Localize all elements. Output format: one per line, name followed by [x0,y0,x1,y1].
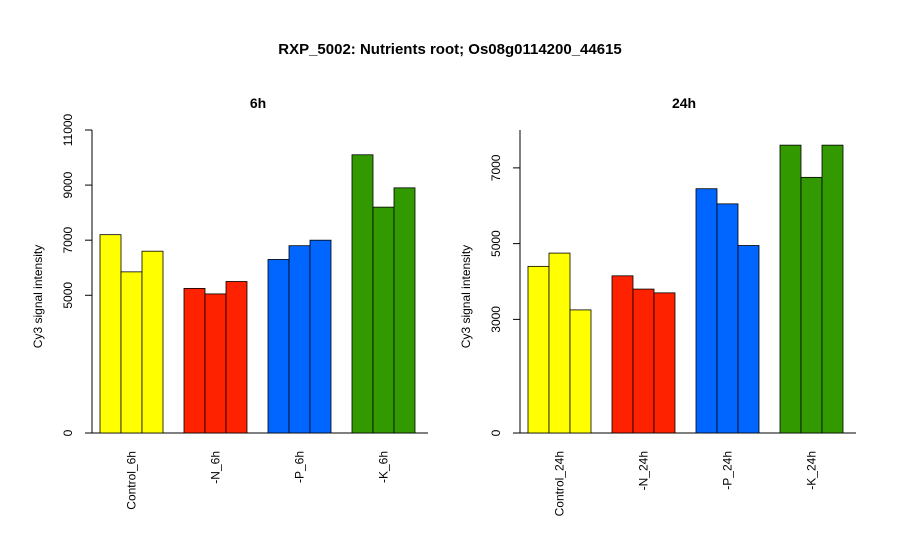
x-tick-label: -P_6h [293,451,307,483]
bar [372,206,395,434]
x-tick-label: -P_24h [721,451,735,490]
bar [695,188,718,434]
bar [288,245,311,434]
x-tick-label: Control_6h [125,451,139,510]
y-tick-label: 5000 [489,230,503,257]
bar [737,245,760,434]
bar [204,293,227,434]
bar [779,144,802,434]
y-tick-label: 3000 [489,306,503,333]
chart-panel-6h: 6h 0 5000 7000 9000 11000 Cy3 signal intensity… [31,95,428,510]
y-tick-label: 0 [489,429,503,436]
bar [267,259,290,434]
panel-title: 24h [672,95,696,111]
x-tick-label: -K_6h [377,451,391,483]
x-tick-label: -N_24h [637,451,651,490]
bar [653,292,676,434]
bar [393,187,416,434]
y-tick-label: 11000 [61,113,75,146]
bar [120,271,143,434]
y-tick-label: 7000 [489,154,503,181]
x-tick-label: -N_6h [209,451,223,484]
bar [225,281,248,434]
y-tick-label: 0 [61,429,75,436]
y-axis-label: Cy3 signal intensity [459,245,473,348]
bar [716,203,739,434]
bar [99,234,122,434]
bar [632,288,655,434]
bar [821,144,844,434]
bar [611,275,634,434]
chart-panel-24h: 24h 0 3000 5000 7000 Cy3 signal intensity Cont… [459,95,856,516]
bar [141,250,164,434]
figure-title: RXP_5002: Nutrients root; Os08g0114200_4… [278,41,622,58]
x-tick-label: -K_24h [805,451,819,490]
y-axis-label: Cy3 signal intensity [31,245,45,348]
bar [569,309,592,434]
bar [548,252,571,434]
panel-title: 6h [250,95,266,111]
bar [309,239,332,434]
y-tick-label: 5000 [61,282,75,309]
bar [351,154,374,434]
y-tick-label: 9000 [61,171,75,198]
bar [183,287,206,434]
bar [800,176,823,434]
y-tick-label: 7000 [61,227,75,254]
x-tick-label: Control_24h [553,451,567,516]
bar [527,265,550,434]
